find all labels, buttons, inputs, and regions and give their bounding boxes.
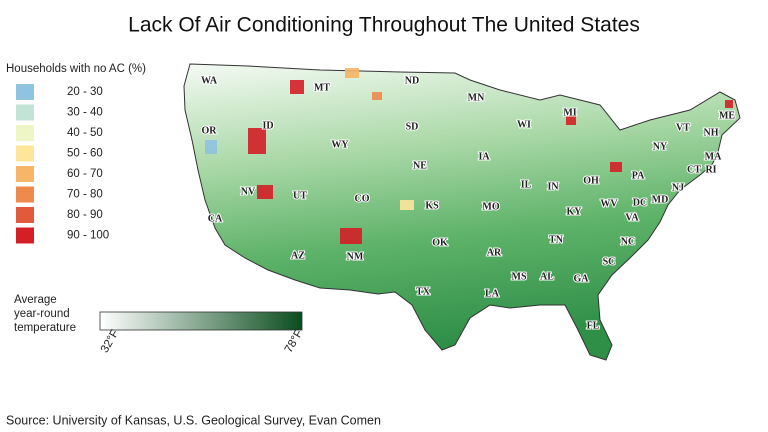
- state-label: AR: [487, 247, 502, 258]
- state-label: CA: [208, 213, 223, 224]
- state-label: SC: [603, 256, 616, 267]
- state-label: IL: [521, 179, 532, 190]
- state-label: MS: [512, 271, 527, 282]
- legend: 20 - 30 30 - 40 40 - 50 50 - 60 60 - 70 70 - …: [16, 84, 109, 244]
- state-label: IA: [478, 151, 490, 162]
- state-label: NE: [413, 160, 427, 171]
- legend-swatch: [16, 166, 34, 182]
- source: Source: University of Kansas, U.S. Geolo…: [6, 413, 381, 427]
- state-label: DC: [633, 197, 647, 208]
- legend-label: 60 - 70: [67, 168, 103, 180]
- state-label: AL: [540, 271, 554, 282]
- state-label: AZ: [291, 250, 305, 261]
- state-label: MI: [563, 107, 576, 118]
- state-label: ID: [262, 120, 273, 131]
- temperature-scale: [99, 311, 303, 331]
- state-label: MT: [314, 82, 330, 93]
- state-label: NY: [653, 141, 668, 152]
- state-label: NH: [704, 127, 719, 138]
- state-label: FL: [587, 320, 600, 331]
- state-label: NM: [347, 251, 364, 262]
- state-label: CO: [355, 193, 370, 204]
- state-label: WI: [517, 119, 531, 130]
- legend-swatch: [16, 104, 34, 121]
- state-label: KY: [567, 206, 583, 217]
- legend-swatch: [16, 84, 34, 100]
- state-label: CT: [687, 164, 701, 175]
- title: Lack Of Air Conditioning Throughout The …: [128, 14, 640, 37]
- state-label: OH: [583, 175, 599, 186]
- state-label: VT: [676, 122, 690, 133]
- us-map: [183, 63, 741, 361]
- state-label: KS: [425, 200, 439, 211]
- state-label: IN: [547, 181, 559, 192]
- state-label: WY: [331, 139, 349, 150]
- state-label: OK: [432, 237, 448, 248]
- legend-label: 40 - 50: [67, 127, 103, 139]
- legend-swatch: [16, 207, 34, 223]
- state-label: WV: [600, 198, 618, 209]
- state-label: ME: [719, 110, 735, 121]
- legend-label: 90 - 100: [67, 230, 109, 242]
- state-label: WA: [201, 75, 218, 86]
- state-label: MO: [482, 201, 499, 212]
- state-label: LA: [485, 288, 500, 299]
- state-label: VA: [625, 212, 639, 223]
- state-label: ND: [405, 75, 419, 86]
- temperature-high: 78°F: [283, 328, 306, 355]
- legend-label: 30 - 40: [67, 107, 103, 119]
- state-label: UT: [293, 190, 307, 201]
- state-label: PA: [632, 170, 645, 181]
- legend-label: 50 - 60: [67, 148, 103, 160]
- legend-swatch: [16, 186, 34, 203]
- legend-swatch: [16, 125, 34, 141]
- state-label: RI: [705, 164, 716, 175]
- state-label: GA: [574, 273, 590, 284]
- state-label: NV: [241, 186, 256, 197]
- state-label: NJ: [672, 182, 684, 193]
- state-labels: WA OR CA NV ID MT WY UT AZ NM CO ND SD NE KS OK TX MN IA MO…: [200, 74, 736, 332]
- state-label: TN: [549, 234, 564, 245]
- state-label: MA: [705, 151, 722, 162]
- state-label: MN: [468, 92, 485, 103]
- temperature-legend-title: Average year-round temperature: [14, 294, 76, 334]
- legend-label: 20 - 30: [67, 86, 103, 98]
- temperature-low: 32°F: [99, 328, 122, 355]
- state-label: SD: [406, 121, 419, 132]
- state-label: NC: [621, 236, 635, 247]
- legend-label: 80 - 90: [67, 209, 103, 221]
- legend-swatch: [16, 227, 34, 244]
- state-label: OR: [202, 125, 218, 136]
- state-label: MD: [652, 194, 669, 205]
- map-patches: [205, 68, 733, 244]
- legend-label: 70 - 80: [67, 189, 103, 201]
- legend-title: Households with no AC (%): [6, 63, 146, 75]
- legend-swatch: [16, 145, 34, 162]
- state-label: TX: [416, 286, 431, 297]
